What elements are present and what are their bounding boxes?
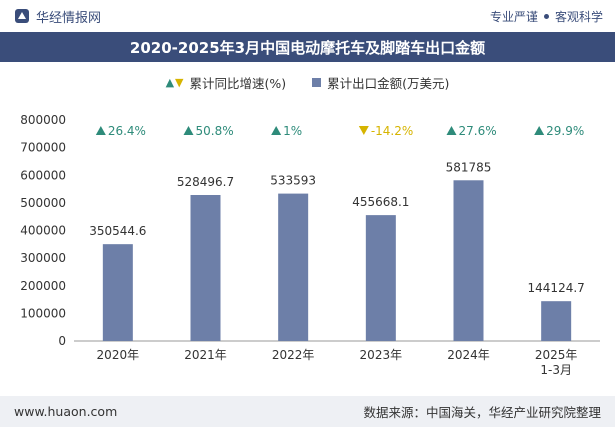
growth-up-triangle-icon xyxy=(446,126,457,135)
footer-source: 数据来源：中国海关，华经产业研究院整理 xyxy=(363,405,601,420)
x-tick-label: 2024年 xyxy=(447,348,490,362)
bar-chart: 0 100000 200000 300000 400000 500000 600000 700… xyxy=(20,113,600,377)
x-tick-label: 2025年 xyxy=(535,348,578,362)
bar-value-label: 581785 xyxy=(446,160,492,174)
bar xyxy=(365,215,396,341)
bar-value-label: 144124.7 xyxy=(528,281,585,295)
y-tick-label: 700000 xyxy=(20,141,66,155)
bar-value-label: 350544.6 xyxy=(89,224,146,238)
legend: ▲ ▼ 累计同比增速(%) 累计出口金额(万美元) xyxy=(0,72,615,92)
brand: 华经情报网 xyxy=(14,7,101,26)
x-tick-label: 2022年 xyxy=(272,348,315,362)
y-tick-label: 500000 xyxy=(20,196,66,210)
logo-icon xyxy=(15,9,29,23)
x-tick-label: 2021年 xyxy=(184,348,227,362)
y-tick-label: 200000 xyxy=(20,279,66,293)
growth-up-triangle-icon xyxy=(95,126,106,135)
growth-up-triangle-icon xyxy=(271,126,282,135)
bar-swatch-icon xyxy=(312,77,322,87)
footer-url: www.huaon.com xyxy=(14,404,118,419)
separator-dot-icon xyxy=(543,13,549,19)
legend-value-label: 累计出口金额(万美元) xyxy=(327,75,450,91)
bar xyxy=(278,193,309,341)
growth-rate-label: 27.6% xyxy=(459,124,497,138)
bar-value-label: 533593 xyxy=(270,174,316,188)
growth-rate-label: 50.8% xyxy=(196,124,234,138)
y-tick-label: 800000 xyxy=(20,113,66,127)
y-tick-label: 100000 xyxy=(20,306,66,320)
x-tick-label: 2020年 xyxy=(97,348,140,362)
chart-title: 2020-2025年3月中国电动摩托车及脚踏车出口金额 xyxy=(129,38,486,57)
bar xyxy=(190,195,221,341)
legend-item-value: 累计出口金额(万美元) xyxy=(312,73,449,92)
y-tick-label: 300000 xyxy=(20,251,66,265)
y-tick-label: 0 xyxy=(58,334,66,348)
y-tick-label: 600000 xyxy=(20,168,66,182)
growth-rate-label: 1% xyxy=(283,124,302,138)
growth-rate-label: 26.4% xyxy=(108,124,146,138)
x-tick-label: 1-3月 xyxy=(540,363,572,377)
bar xyxy=(453,180,484,341)
growth-down-triangle-icon xyxy=(358,126,369,135)
x-tick-label: 2023年 xyxy=(360,348,403,362)
bar-value-label: 455668.1 xyxy=(352,195,409,209)
growth-rate-label: 29.9% xyxy=(546,124,584,138)
legend-item-growth: ▲ ▼ 累计同比增速(%) xyxy=(166,73,287,92)
growth-up-triangle-icon xyxy=(534,126,545,135)
tagline-left: 专业严谨 xyxy=(489,9,538,24)
growth-rate-label: -14.2% xyxy=(371,124,413,138)
brand-name: 华经情报网 xyxy=(36,10,102,26)
top-bar: 华经情报网 专业严谨 客观科学 xyxy=(0,0,615,32)
bar-value-label: 528496.7 xyxy=(177,175,234,189)
chart-title-bar: 2020-2025年3月中国电动摩托车及脚踏车出口金额 xyxy=(0,32,615,62)
bar xyxy=(541,301,572,341)
bar xyxy=(102,244,133,341)
y-tick-label: 400000 xyxy=(20,224,66,238)
legend-growth-label: 累计同比增速(%) xyxy=(189,75,287,91)
up-down-triangle-icon: ▲ ▼ xyxy=(165,75,184,89)
tagline: 专业严谨 客观科学 xyxy=(490,8,603,25)
tagline-right: 客观科学 xyxy=(554,9,603,24)
growth-up-triangle-icon xyxy=(183,126,194,135)
footer: www.huaon.com 数据来源：中国海关，华经产业研究院整理 xyxy=(0,396,615,427)
